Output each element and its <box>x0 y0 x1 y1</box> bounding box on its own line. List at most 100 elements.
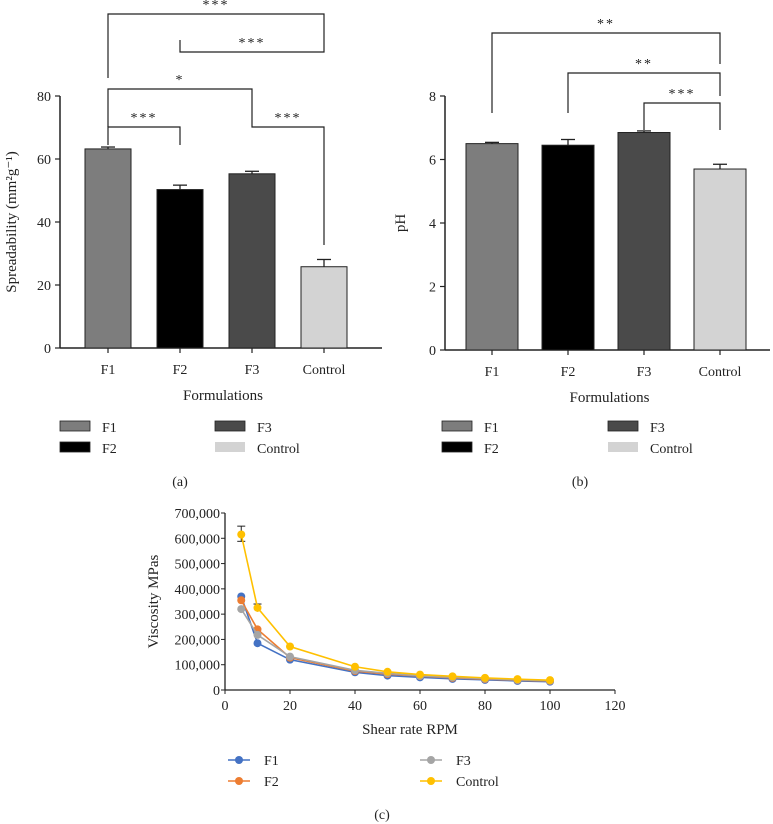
series-point-f2 <box>237 596 246 605</box>
y-tick-label: 4 <box>429 217 436 232</box>
significance-bracket <box>179 40 325 53</box>
significance-label: *** <box>131 111 158 126</box>
series-line-control <box>240 534 551 681</box>
x-axis-label: Shear rate RPM <box>362 722 458 738</box>
x-tick-label: F1 <box>485 365 500 380</box>
significance-bracket <box>643 102 721 130</box>
legend-label-f1: F1 <box>484 421 499 436</box>
bar-f3 <box>228 173 276 349</box>
legend-label-f1: F1 <box>264 754 279 769</box>
bar-f1 <box>84 148 132 349</box>
panel-a-marks: 0 20 40 60 80 F1 F2 F3 Control Formulations Spread… <box>4 0 382 457</box>
panel-c-marks: 0 100,000 200,000 300,000 400,000 500,000 600,… <box>146 507 626 790</box>
x-tick-label: F1 <box>101 363 116 378</box>
x-tick-label: 100 <box>540 699 561 714</box>
x-tick-label: 120 <box>605 699 626 714</box>
x-tick-label: Control <box>699 365 742 380</box>
y-tick-label: 60 <box>37 153 51 168</box>
y-tick-label: 400,000 <box>175 583 221 598</box>
series-point-control <box>237 530 246 539</box>
significance-bracket <box>251 115 325 245</box>
legend-label-f2: F2 <box>102 442 117 457</box>
series-point-control <box>448 672 457 681</box>
x-tick-label: 0 <box>222 699 229 714</box>
legend-label-f1: F1 <box>102 421 117 436</box>
bar-f2 <box>541 144 595 351</box>
legend-label-f3: F3 <box>456 754 471 769</box>
legend-swatch-f3 <box>214 420 246 432</box>
significance-label: ** <box>635 57 653 72</box>
y-tick-label: 200,000 <box>175 633 221 648</box>
significance-label: * <box>176 73 185 88</box>
series-line-f1 <box>240 596 551 683</box>
significance-bracket <box>567 72 721 113</box>
legend-swatch-control <box>215 442 245 452</box>
bar-f2 <box>156 189 204 349</box>
legend-marker-f3 <box>427 756 435 764</box>
bar-control <box>300 266 348 349</box>
x-tick-label: F2 <box>561 365 576 380</box>
significance-label: ** <box>597 17 615 32</box>
y-tick-label: 80 <box>37 90 51 105</box>
y-tick-label: 20 <box>37 279 51 294</box>
x-tick-label: 40 <box>348 699 362 714</box>
y-tick-label: 700,000 <box>175 507 221 522</box>
x-axis-label: Formulations <box>183 388 263 404</box>
y-tick-label: 100,000 <box>175 659 221 674</box>
panel-b-caption: (b) <box>572 475 589 490</box>
y-tick-label: 2 <box>429 281 436 296</box>
series-point-f3 <box>253 630 262 639</box>
panel-a: 0 20 40 60 80 F1 F2 F3 Control Formulations Spread… <box>4 0 382 490</box>
panel-c-caption: (c) <box>374 808 390 823</box>
legend-label-f3: F3 <box>257 421 272 436</box>
legend-swatch-f1 <box>441 420 473 432</box>
series-point-control <box>416 670 424 679</box>
y-tick-label: 40 <box>37 216 51 231</box>
legend-label-control: Control <box>257 442 300 457</box>
series-point-f1 <box>253 639 262 648</box>
significance-bracket <box>491 32 721 113</box>
legend-label-f2: F2 <box>264 775 279 790</box>
y-tick-label: 6 <box>429 154 436 169</box>
x-tick-label: Control <box>303 363 346 378</box>
bar-f1 <box>465 143 519 351</box>
significance-label: *** <box>203 0 230 13</box>
significance-label: *** <box>669 87 696 102</box>
legend-swatch-control <box>608 442 638 452</box>
y-tick-label: 600,000 <box>175 532 221 547</box>
y-tick-label: 500,000 <box>175 558 221 573</box>
x-axis-label: Formulations <box>569 390 649 406</box>
x-tick-label: 20 <box>283 699 297 714</box>
legend-swatch-f1 <box>59 420 91 432</box>
legend-label-control: Control <box>650 442 693 457</box>
y-tick-label: 8 <box>429 90 436 105</box>
bar-control <box>693 168 747 351</box>
y-tick-label: 0 <box>429 344 436 359</box>
significance-bracket <box>107 126 181 145</box>
legend-swatch-f2 <box>441 441 473 453</box>
panel-a-caption: (a) <box>172 475 188 490</box>
y-axis-label: pH <box>393 214 409 233</box>
panel-c: 0 100,000 200,000 300,000 400,000 500,000 600,… <box>146 507 626 823</box>
significance-bracket <box>107 88 253 127</box>
y-axis-label: Spreadability (mm²g⁻¹) <box>4 151 20 292</box>
significance-label: *** <box>275 111 302 126</box>
y-axis-label: Viscosity MPas <box>146 554 162 648</box>
x-tick-label: F3 <box>245 363 260 378</box>
x-tick-label: F3 <box>637 365 652 380</box>
legend-label-f3: F3 <box>650 421 665 436</box>
legend-marker-f1 <box>235 756 243 764</box>
legend-label-control: Control <box>456 775 499 790</box>
series-point-control <box>286 642 294 651</box>
y-tick-label: 300,000 <box>175 608 221 623</box>
series-point-f3 <box>237 605 246 614</box>
bar-f3 <box>617 132 671 351</box>
significance-label: *** <box>239 36 266 51</box>
x-tick-label: F2 <box>173 363 188 378</box>
series-point-control <box>546 676 554 685</box>
significance-bracket <box>107 13 325 78</box>
legend-label-f2: F2 <box>484 442 499 457</box>
